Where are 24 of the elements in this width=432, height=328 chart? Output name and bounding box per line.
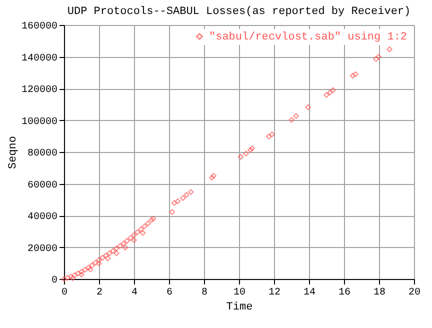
x-tick-label: 6 [166, 288, 173, 298]
x-tick-label: 2 [96, 288, 103, 298]
y-tick-label: 80000 [27, 148, 58, 160]
x-tick-label: 16 [338, 288, 351, 298]
x-tick-label: 10 [233, 288, 246, 298]
x-tick-label: 20 [408, 288, 421, 298]
x-tick-label: 12 [268, 288, 281, 298]
x-axis-title: Time [226, 302, 253, 314]
y-tick-label: 120000 [21, 85, 58, 96]
y-tick-label: 60000 [27, 180, 58, 192]
y-tick-label: 20000 [27, 244, 58, 255]
chart-title: UDP Protocols--SABUL Losses(as reported by Receiver) [67, 6, 411, 18]
y-tick-label: 0 [51, 276, 58, 286]
y-tick-label: 100000 [21, 116, 58, 128]
x-tick-label: 0 [61, 288, 68, 298]
x-tick-label: 4 [131, 288, 138, 298]
y-tick-label: 140000 [21, 53, 58, 64]
y-tick-label: 40000 [27, 212, 58, 223]
legend-label: "sabul/recvlost.sab" using 1:2 [209, 32, 408, 44]
y-tick-label: 160000 [21, 22, 58, 32]
y-axis-title: Seqno [7, 136, 20, 170]
x-tick-label: 14 [303, 288, 316, 298]
x-tick-label: 18 [373, 288, 386, 298]
x-tick-label: 8 [201, 288, 208, 298]
